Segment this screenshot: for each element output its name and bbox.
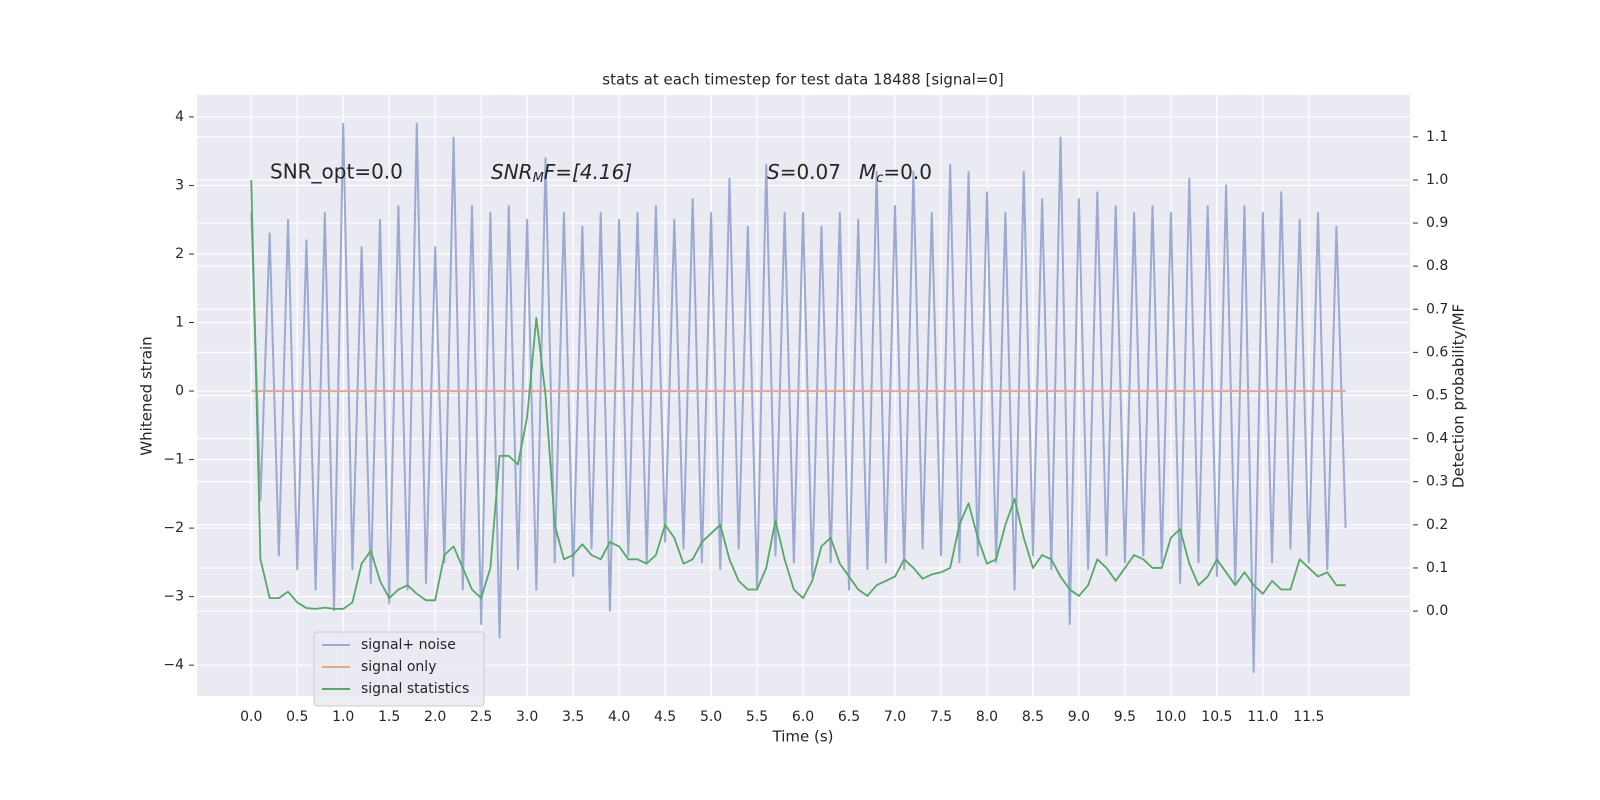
x-tick-label: 10.5 (1201, 709, 1232, 725)
y2-tick-label: 0.0 (1426, 603, 1448, 619)
annotation-part: S (767, 160, 780, 184)
y-tick-label: 2 (175, 246, 184, 262)
annotation: SNRMF=[4.16] (491, 160, 632, 186)
x-tick-label: 5.0 (700, 709, 722, 725)
y-axis-label: Whitened strain (138, 336, 156, 455)
annotation-sub: c (876, 171, 883, 186)
x-tick-label: 0.0 (240, 709, 262, 725)
x-tick-label: 8.5 (1022, 709, 1044, 725)
x-tick-label: 9.0 (1068, 709, 1090, 725)
y-tick-label: −2 (163, 520, 184, 536)
x-tick-label: 6.0 (792, 709, 814, 725)
marks (250, 122, 1347, 674)
annotation: SNR_opt=0.0 (270, 160, 403, 184)
x-tick-label: 5.5 (746, 709, 768, 725)
legend-label: signal only (361, 659, 436, 675)
y2-tick-label: 0.3 (1426, 474, 1448, 490)
x-tick-label: 4.0 (608, 709, 630, 725)
grid (197, 95, 1410, 696)
y-tick-label: 0 (175, 383, 184, 399)
y2-tick-label: 0.2 (1426, 517, 1448, 533)
y-tick-label: −3 (163, 589, 184, 605)
y2-tick-label: 0.7 (1426, 301, 1448, 317)
y2-tick-label: 0.1 (1426, 560, 1448, 576)
x-tick-label: 2.0 (424, 709, 446, 725)
y2-axis-label: Detection probability/MF (1450, 304, 1468, 488)
x-tick-label: 4.5 (654, 709, 676, 725)
y-tick-label: 3 (175, 177, 184, 193)
y2-tick-label: 0.4 (1426, 431, 1448, 447)
annotation-part: =0.07 (780, 160, 841, 184)
y2-tick-label: 0.8 (1426, 258, 1448, 274)
x-tick-label: 2.5 (470, 709, 492, 725)
legend-label: signal+ noise (361, 637, 456, 653)
y-tick-label: 4 (175, 109, 184, 125)
y2-tick-label: 0.5 (1426, 388, 1448, 404)
x-tick-label: 3.5 (562, 709, 584, 725)
x-tick-label: 7.0 (884, 709, 906, 725)
x-axis-label: Time (s) (772, 728, 834, 746)
x-tick-label: 6.5 (838, 709, 860, 725)
x-tick-label: 11.5 (1293, 709, 1324, 725)
x-tick-label: 9.5 (1114, 709, 1136, 725)
annotation-part: SNR (491, 160, 533, 184)
y2-tick-label: 1.1 (1426, 129, 1448, 145)
chart-title: stats at each timestep for test data 184… (602, 71, 1003, 89)
y-tick-label: −4 (163, 657, 184, 673)
annotation: Mc=0.0 (859, 160, 932, 186)
annotation-part: =0.0 (883, 160, 932, 184)
x-tick-label: 7.5 (930, 709, 952, 725)
x-tick-label: 1.0 (332, 709, 354, 725)
annotation: S=0.07 (767, 160, 841, 184)
annotation-part: F=[4.16] (544, 160, 632, 184)
series-line (250, 122, 1347, 674)
series-line (250, 179, 1346, 610)
x-tick-label: 0.5 (286, 709, 308, 725)
y2-tick-label: 0.9 (1426, 215, 1448, 231)
x-tick-label: 11.0 (1247, 709, 1278, 725)
legend-box (313, 631, 485, 707)
x-tick-label: 3.0 (516, 709, 538, 725)
legend-label: signal statistics (361, 681, 469, 697)
x-tick-label: 8.0 (976, 709, 998, 725)
legend: signal+ noise signal only signal statistic… (313, 631, 485, 707)
x-tick-label: 10.0 (1155, 709, 1186, 725)
y-tick-label: 1 (175, 315, 184, 331)
y2-tick-label: 0.6 (1426, 344, 1448, 360)
x-tick-label: 1.5 (378, 709, 400, 725)
y-tick-label: −1 (163, 452, 184, 468)
annotation-part: M (859, 160, 876, 184)
annotation-sub: M (533, 171, 544, 186)
y2-tick-label: 1.0 (1426, 172, 1448, 188)
